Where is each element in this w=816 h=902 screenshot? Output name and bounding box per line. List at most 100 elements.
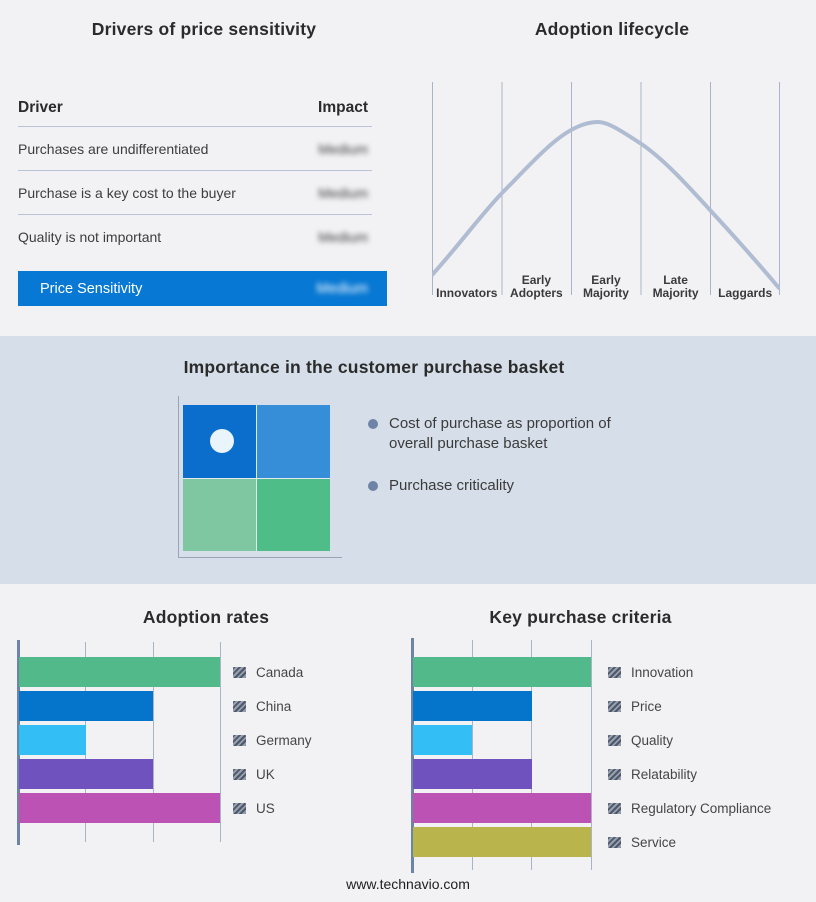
marker-dot-icon bbox=[210, 429, 234, 453]
legend-label-china: China bbox=[256, 698, 292, 714]
adoption-rates-y-axis bbox=[17, 640, 20, 845]
bullet-text: Cost of purchase as proportion of overal… bbox=[389, 415, 611, 452]
impact-value: Medium bbox=[318, 229, 368, 245]
legend-item-uk: UK bbox=[233, 759, 312, 789]
quadrant-axis bbox=[178, 396, 342, 558]
legend-item-germany: Germany bbox=[233, 725, 312, 755]
lifecycle-gridlines bbox=[432, 82, 780, 295]
bar-row-us bbox=[19, 793, 220, 823]
bar-row-china bbox=[19, 691, 220, 721]
legend-swatch-icon bbox=[608, 802, 621, 814]
bullet-item: Purchase criticality bbox=[368, 476, 640, 496]
legend-swatch-icon bbox=[608, 734, 621, 746]
legend-label-innovation: Innovation bbox=[631, 664, 694, 680]
price-sensitivity-label: Price Sensitivity bbox=[40, 280, 143, 297]
bar-row-quality bbox=[413, 725, 591, 755]
legend-swatch-icon bbox=[608, 666, 621, 678]
legend-swatch-icon bbox=[233, 700, 246, 712]
bar-row-relatability bbox=[413, 759, 591, 789]
legend-swatch-icon bbox=[233, 666, 246, 678]
adoption-rates-bars bbox=[19, 657, 220, 827]
legend-swatch-icon bbox=[608, 700, 621, 712]
adoption-lifecycle-chart bbox=[432, 82, 780, 295]
legend-item-quality: Quality bbox=[608, 725, 771, 755]
quadrant-bottom-left bbox=[183, 478, 256, 551]
bar-us bbox=[19, 793, 220, 823]
bullet-icon bbox=[368, 419, 378, 429]
legend-label-canada: Canada bbox=[256, 664, 304, 680]
bar-innovation bbox=[413, 657, 591, 687]
legend-item-innovation: Innovation bbox=[608, 657, 771, 687]
driver-label: Quality is not important bbox=[18, 229, 162, 245]
drivers-panel-title: Drivers of price sensitivity bbox=[91, 19, 317, 39]
basket-panel-title: Importance in the customer purchase bask… bbox=[183, 357, 565, 377]
adoption-rates-legend: Canada China Germany UK US bbox=[233, 657, 312, 827]
legend-label-regulatory-compliance: Regulatory Compliance bbox=[631, 800, 772, 816]
purchase-basket-quadrant bbox=[183, 405, 330, 551]
key-purchase-criteria-legend: Innovation Price Quality Relatability Regula… bbox=[608, 657, 771, 861]
bar-germany bbox=[19, 725, 86, 755]
bar-canada bbox=[19, 657, 220, 687]
lifecycle-panel-title: Adoption lifecycle bbox=[534, 19, 690, 39]
legend-label-service: Service bbox=[631, 834, 677, 850]
bar-regulatory-compliance bbox=[413, 793, 591, 823]
legend-item-us: US bbox=[233, 793, 312, 823]
legend-label-relatability: Relatability bbox=[631, 766, 698, 782]
stage-label-early-adopters: Early Adopters bbox=[510, 273, 563, 300]
driver-label: Purchases are undifferentiated bbox=[18, 140, 209, 157]
lifecycle-curve bbox=[432, 119, 780, 290]
bar-row-service bbox=[413, 827, 591, 857]
drivers-table: Driver Impact Purchases are undifferenti… bbox=[18, 92, 372, 259]
legend-item-service: Service bbox=[608, 827, 771, 857]
stage-label-early-majority: Early Majority bbox=[582, 273, 629, 300]
driver-table-row: Purchases are undifferentiated Medium bbox=[18, 127, 372, 171]
legend-swatch-icon bbox=[608, 768, 621, 780]
bar-row-price bbox=[413, 691, 591, 721]
adoption-rates-title: Adoption rates bbox=[142, 607, 270, 627]
legend-label-us: US bbox=[256, 800, 275, 816]
legend-swatch-icon bbox=[233, 734, 246, 746]
bar-row-uk bbox=[19, 759, 220, 789]
driver-table-row: Purchase is a key cost to the buyer Mediu… bbox=[18, 171, 372, 215]
key-purchase-criteria-title: Key purchase criteria bbox=[489, 607, 672, 627]
lifecycle-stage-labels: Innovators Early Adopters Early Majority Late… bbox=[432, 266, 780, 300]
purchase-basket-band bbox=[0, 336, 816, 584]
bullet-item: Cost of purchase as proportion of overal… bbox=[368, 414, 640, 454]
stage-label-innovators: Innovators bbox=[436, 286, 498, 300]
bar-china bbox=[19, 691, 153, 721]
driver-table-row: Quality is not important Medium bbox=[18, 215, 372, 259]
key-purchase-criteria-y-axis bbox=[411, 638, 414, 873]
bar-row-germany bbox=[19, 725, 220, 755]
impact-value: Medium bbox=[318, 140, 368, 157]
bar-price bbox=[413, 691, 532, 721]
legend-item-regulatory-compliance: Regulatory Compliance bbox=[608, 793, 771, 823]
legend-swatch-icon bbox=[608, 836, 621, 848]
drivers-table-header: Driver Impact bbox=[18, 92, 372, 127]
legend-label-germany: Germany bbox=[256, 732, 312, 748]
bar-relatability bbox=[413, 759, 532, 789]
driver-label: Purchase is a key cost to the buyer bbox=[18, 184, 236, 201]
bullet-text: Purchase criticality bbox=[389, 477, 515, 494]
key-purchase-criteria-grid bbox=[411, 638, 592, 873]
bar-service bbox=[413, 827, 591, 857]
impact-column-header: Impact bbox=[318, 99, 368, 116]
quadrant-top-left bbox=[183, 405, 256, 478]
legend-item-relatability: Relatability bbox=[608, 759, 771, 789]
legend-label-uk: UK bbox=[256, 766, 275, 782]
legend-item-china: China bbox=[233, 691, 312, 721]
price-sensitivity-impact-value: Medium bbox=[316, 280, 368, 297]
driver-column-header: Driver bbox=[18, 99, 63, 116]
website-footer: www.technavio.com bbox=[346, 876, 470, 892]
basket-bullet-list: Cost of purchase as proportion of overal… bbox=[368, 414, 640, 518]
bar-row-innovation bbox=[413, 657, 591, 687]
legend-label-quality: Quality bbox=[631, 732, 674, 748]
stage-label-laggards: Laggards bbox=[718, 286, 773, 300]
legend-label-price: Price bbox=[631, 698, 662, 714]
bar-row-regulatory-compliance bbox=[413, 793, 591, 823]
legend-item-canada: Canada bbox=[233, 657, 312, 687]
legend-swatch-icon bbox=[233, 802, 246, 814]
stage-label-late-majority: Late Majority bbox=[652, 273, 699, 300]
quadrant-top-right bbox=[257, 405, 330, 478]
bullet-icon bbox=[368, 481, 378, 491]
